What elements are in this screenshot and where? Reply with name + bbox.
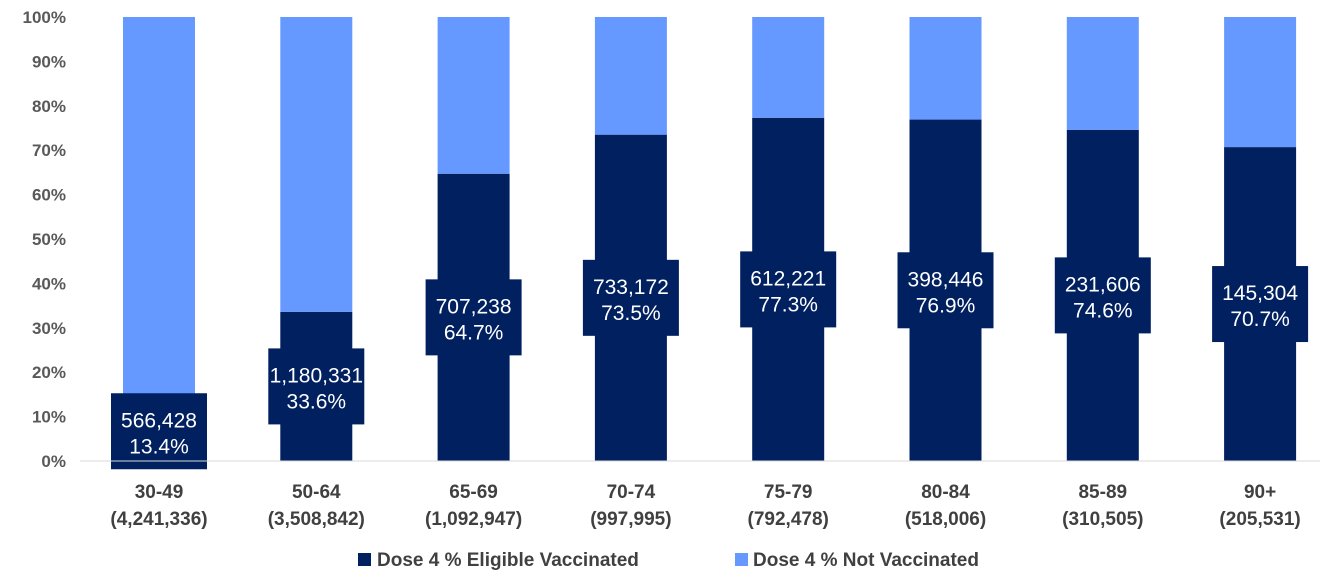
- x-category-total: (205,531): [1219, 509, 1300, 530]
- x-category-label: 75-79: [764, 482, 813, 503]
- data-label-box: [1212, 266, 1309, 343]
- y-tick-label: 0%: [41, 452, 66, 471]
- bar-not-vaccinated: [594, 17, 667, 135]
- data-label-box: [268, 348, 365, 425]
- y-tick-label: 20%: [32, 363, 66, 382]
- y-axis-ticks: 0% 10% 20% 30% 40% 50% 60% 70% 80% 90% 100%: [23, 8, 66, 471]
- y-tick-label: 40%: [32, 274, 66, 293]
- bar-not-vaccinated: [1224, 17, 1297, 148]
- data-label-percent: 64.7%: [444, 321, 504, 344]
- data-label-box: [740, 251, 837, 328]
- data-label-percent: 76.9%: [916, 294, 976, 317]
- data-label-count: 612,221: [750, 267, 826, 290]
- bar-not-vaccinated: [437, 17, 510, 174]
- x-category-label: 50-64: [292, 482, 341, 503]
- x-category-label: 90+: [1244, 482, 1276, 503]
- x-category-total: (4,241,336): [110, 509, 207, 530]
- x-category-total: (3,508,842): [268, 509, 365, 530]
- legend-label-vaccinated: Dose 4 % Eligible Vaccinated: [377, 550, 639, 571]
- data-label-count: 145,304: [1222, 282, 1298, 305]
- data-label-percent: 33.6%: [287, 390, 347, 413]
- y-tick-label: 10%: [32, 408, 66, 427]
- bar-not-vaccinated: [752, 17, 825, 118]
- legend-swatch-vaccinated: [358, 553, 371, 566]
- x-category-label: 30-49: [135, 482, 184, 503]
- legend: Dose 4 % Eligible Vaccinated Dose 4 % No…: [358, 550, 979, 571]
- data-label-box: [111, 393, 207, 470]
- x-category-total: (518,006): [905, 509, 986, 530]
- x-category-label: 70-74: [607, 482, 656, 503]
- data-label-percent: 73.5%: [601, 302, 661, 325]
- data-label-count: 707,238: [436, 295, 512, 318]
- data-label-box: [1054, 257, 1151, 334]
- data-label-box: [897, 252, 994, 329]
- x-category-label: 85-89: [1078, 482, 1127, 503]
- legend-label-not-vaccinated: Dose 4 % Not Vaccinated: [753, 550, 979, 571]
- bar-not-vaccinated: [123, 17, 195, 402]
- data-label-count: 733,172: [593, 276, 669, 299]
- y-tick-label: 30%: [32, 319, 66, 338]
- y-tick-label: 70%: [32, 141, 66, 160]
- x-category-label: 80-84: [921, 482, 970, 503]
- data-label-count: 566,428: [121, 409, 197, 432]
- y-tick-label: 50%: [32, 230, 66, 249]
- y-tick-label: 90%: [32, 52, 66, 71]
- x-axis-categories: 30-49 (4,241,336) 50-64 (3,508,842) 65-69 (1,…: [110, 482, 1300, 530]
- data-label-percent: 74.6%: [1073, 299, 1133, 322]
- y-tick-label: 60%: [32, 186, 66, 205]
- data-label-percent: 70.7%: [1230, 308, 1290, 331]
- data-label-box: [425, 279, 522, 356]
- data-label-count: 398,446: [908, 268, 984, 291]
- data-label-count: 1,180,331: [270, 364, 363, 387]
- data-label-percent: 77.3%: [758, 293, 818, 316]
- x-category-total: (997,995): [590, 509, 671, 530]
- bar-not-vaccinated: [280, 17, 353, 312]
- x-category-label: 65-69: [449, 482, 498, 503]
- x-category-total: (1,092,947): [425, 509, 522, 530]
- data-label-count: 231,606: [1065, 273, 1141, 296]
- y-tick-label: 80%: [32, 97, 66, 116]
- x-category-total: (792,478): [748, 509, 829, 530]
- data-label-percent: 13.4%: [129, 435, 189, 458]
- bar-not-vaccinated: [909, 17, 982, 120]
- legend-swatch-not-vaccinated: [735, 553, 748, 566]
- data-labels: 566,428 13.4% 1,180,331 33.6% 707,238 64.7% 73…: [111, 251, 1309, 470]
- x-category-total: (310,505): [1062, 509, 1143, 530]
- bar-not-vaccinated: [1066, 17, 1139, 130]
- y-tick-label: 100%: [23, 8, 66, 27]
- data-label-box: [582, 259, 679, 336]
